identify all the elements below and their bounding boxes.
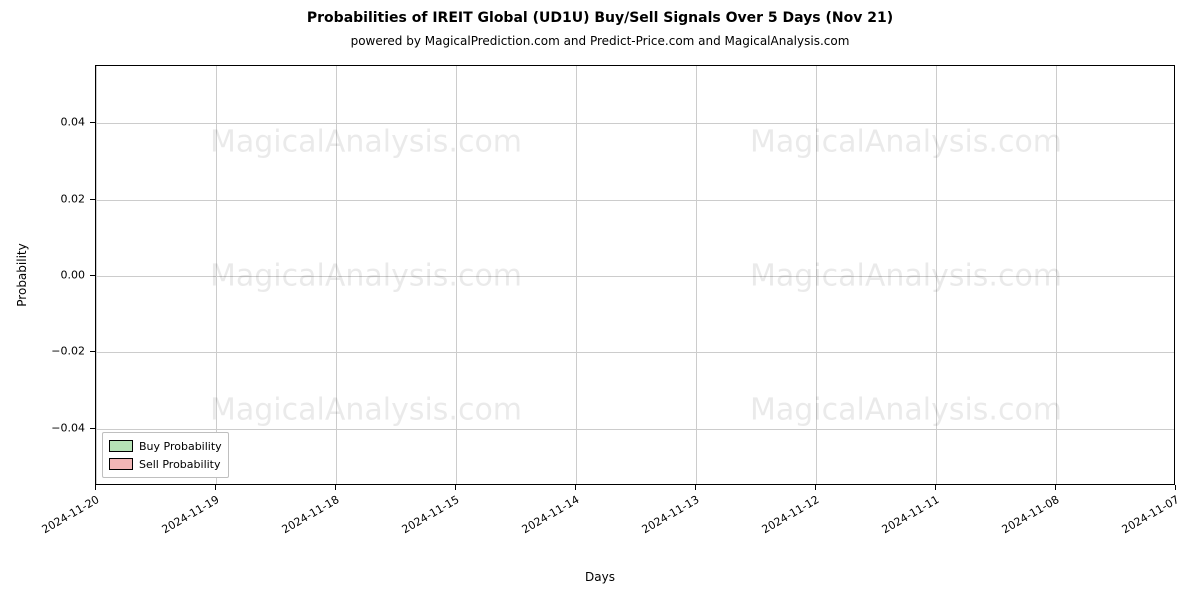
gridline-horizontal [96,352,1174,353]
chart-container: Probabilities of IREIT Global (UD1U) Buy… [0,0,1200,600]
legend-item: Sell Probability [109,455,222,473]
chart-subtitle: powered by MagicalPrediction.com and Pre… [0,34,1200,48]
legend-swatch [109,458,133,470]
y-tick-label: 0.00 [0,269,85,282]
gridline-vertical [816,66,817,484]
legend-label: Sell Probability [139,458,221,471]
x-tick-label: 2024-11-19 [146,493,222,544]
chart-title: Probabilities of IREIT Global (UD1U) Buy… [0,10,1200,26]
watermark-text: MagicalAnalysis.com [750,124,1062,159]
y-tick [90,428,95,429]
x-tick [215,485,216,490]
x-tick [935,485,936,490]
x-tick [95,485,96,490]
y-tick [90,275,95,276]
legend-item: Buy Probability [109,437,222,455]
x-tick-label: 2024-11-20 [26,493,102,544]
x-tick [695,485,696,490]
gridline-vertical [336,66,337,484]
gridline-horizontal [96,276,1174,277]
plot-area: MagicalAnalysis.com MagicalAnalysis.com Ma… [95,65,1175,485]
x-tick [815,485,816,490]
x-tick-label: 2024-11-18 [266,493,342,544]
x-tick-label: 2024-11-14 [506,493,582,544]
x-tick [1175,485,1176,490]
x-tick-label: 2024-11-15 [386,493,462,544]
x-tick [455,485,456,490]
gridline-vertical [216,66,217,484]
x-tick-label: 2024-11-11 [866,493,942,544]
x-axis-label: Days [0,570,1200,584]
gridline-vertical [1056,66,1057,484]
y-tick [90,122,95,123]
gridline-vertical [576,66,577,484]
legend-swatch [109,440,133,452]
watermark-text: MagicalAnalysis.com [210,393,522,428]
x-tick-label: 2024-11-12 [746,493,822,544]
y-tick [90,199,95,200]
chart-legend: Buy Probability Sell Probability [102,432,229,478]
gridline-vertical [96,66,97,484]
watermark-text: MagicalAnalysis.com [750,393,1062,428]
y-tick-label: 0.02 [0,192,85,205]
watermark-text: MagicalAnalysis.com [210,124,522,159]
y-tick-label: −0.04 [0,421,85,434]
x-tick-label: 2024-11-08 [986,493,1062,544]
gridline-vertical [456,66,457,484]
gridline-vertical [936,66,937,484]
x-tick [575,485,576,490]
gridline-horizontal [96,123,1174,124]
legend-label: Buy Probability [139,440,222,453]
x-tick [1055,485,1056,490]
gridline-horizontal [96,200,1174,201]
x-tick-label: 2024-11-07 [1106,493,1182,544]
x-tick [335,485,336,490]
y-tick-label: 0.04 [0,116,85,129]
gridline-vertical [696,66,697,484]
gridline-horizontal [96,429,1174,430]
y-tick-label: −0.02 [0,345,85,358]
y-tick [90,351,95,352]
x-tick-label: 2024-11-13 [626,493,702,544]
